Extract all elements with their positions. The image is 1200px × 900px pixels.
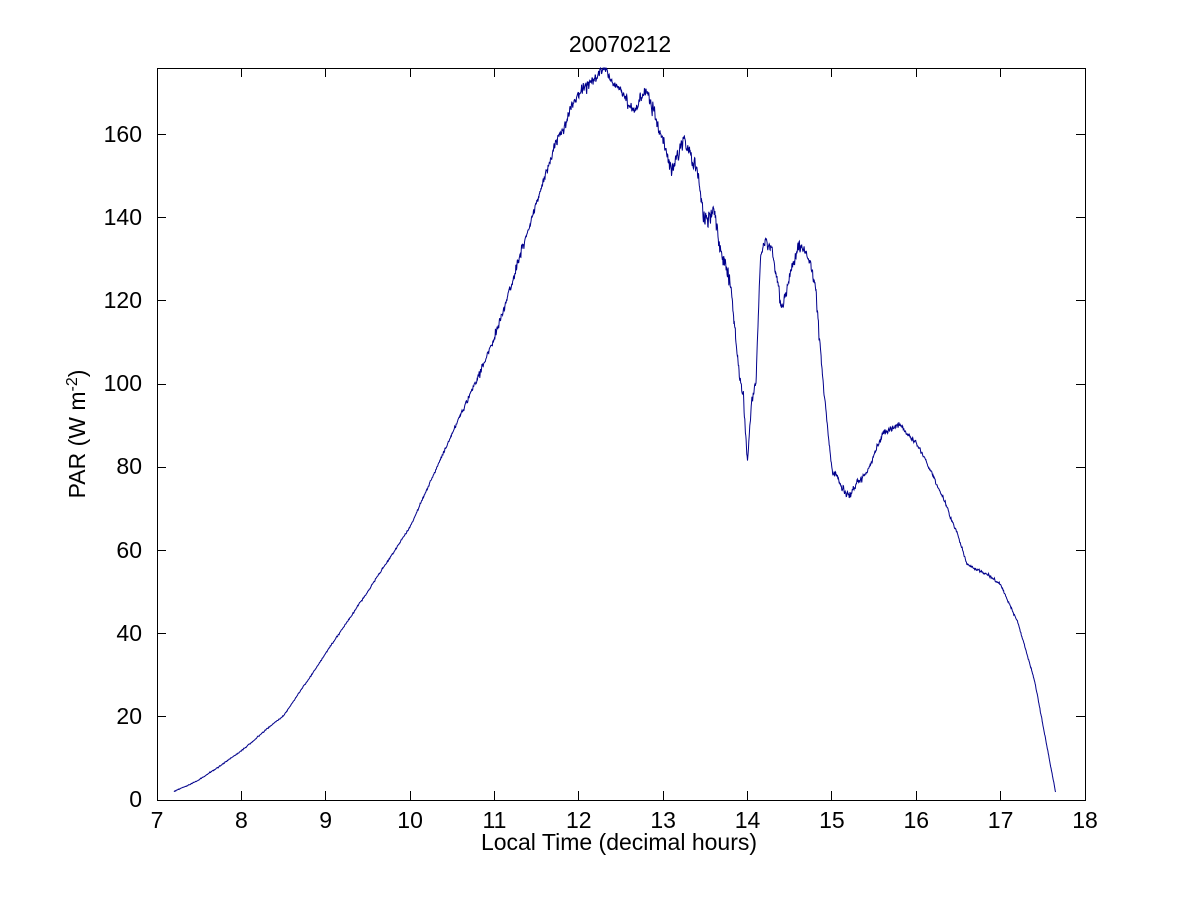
svg-text:PAR (W m-2): PAR (W m-2) [64, 370, 91, 499]
